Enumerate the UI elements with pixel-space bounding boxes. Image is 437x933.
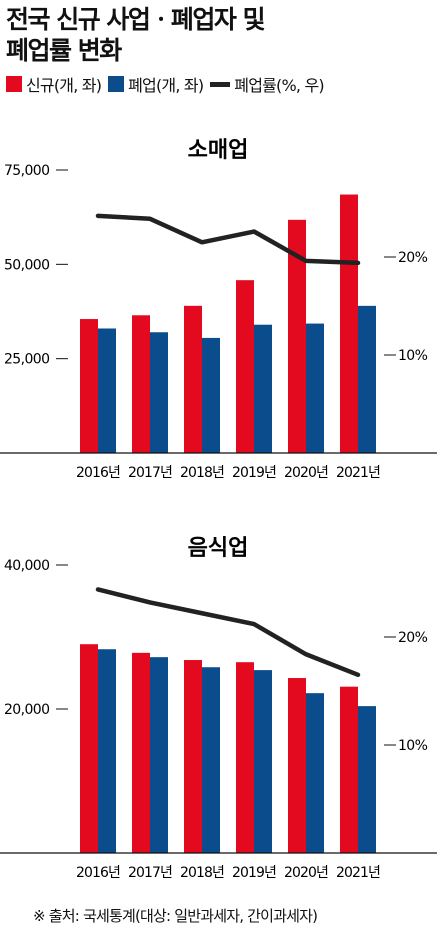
food-bar-closed [254, 670, 272, 853]
food-closure-rate-line [95, 587, 361, 678]
retail-x-tick-label: 2021년 [336, 465, 380, 481]
food-chart: 음식업 20,000 40,000 10% 20% 2016년 2017년 2018년 2019… [0, 536, 437, 881]
retail-bar-new [184, 305, 202, 453]
food-bar-new [288, 678, 306, 853]
legend-item-closed: 폐업(개, 좌) [108, 72, 204, 96]
chart-main-title: 전국 신규 사업ㆍ폐업자 및 폐업률 변화 [6, 4, 431, 66]
retail-left-tick-label: 25,000 [4, 352, 49, 368]
food-bar-new [236, 662, 254, 853]
food-bar-new [340, 686, 358, 853]
legend-label-closed: 폐업(개, 좌) [128, 76, 204, 95]
retail-left-tick-label: 75,000 [4, 163, 49, 179]
title-line-2: 폐업률 변화 [6, 36, 122, 65]
food-bar-closed [202, 667, 220, 853]
legend-item-new: 신규(개, 좌) [6, 72, 102, 96]
food-x-tick-label: 2018년 [180, 865, 224, 881]
retail-right-tick-label: 20% [398, 250, 428, 266]
food-bar-new [132, 652, 150, 853]
food-x-tick-label: 2019년 [232, 865, 276, 881]
source-note: ※ 출처: 국세통계(대상: 일반과세자, 간이과세자) [33, 907, 318, 925]
food-bar-closed [98, 649, 116, 853]
food-x-tick-label: 2017년 [128, 865, 172, 881]
legend-swatch-new [6, 76, 22, 92]
retail-bar-new [340, 194, 358, 453]
retail-x-tick-label: 2017년 [128, 465, 172, 481]
retail-bar-closed [98, 328, 116, 453]
retail-chart-title: 소매업 [188, 138, 249, 163]
food-x-tick-label: 2021년 [336, 865, 380, 881]
title-line-1: 전국 신규 사업ㆍ폐업자 및 [6, 5, 266, 34]
food-right-tick-label: 20% [398, 630, 428, 646]
legend: 신규(개, 좌) 폐업(개, 좌) 폐업률(%, 우) [6, 73, 331, 95]
retail-bar-closed [150, 332, 168, 453]
retail-bar-new [288, 219, 306, 453]
retail-bar-new [236, 280, 254, 453]
food-bar-new [184, 660, 202, 853]
retail-bar-closed [306, 323, 324, 453]
legend-swatch-closure-rate [210, 81, 231, 87]
food-left-tick-label: 20,000 [4, 702, 49, 718]
retail-bar-new [80, 319, 98, 453]
retail-x-tick-label: 2016년 [76, 465, 120, 481]
legend-label-new: 신규(개, 좌) [26, 76, 102, 95]
retail-x-tick-label: 2018년 [180, 465, 224, 481]
legend-swatch-closed [108, 76, 125, 92]
food-bar-new [80, 644, 98, 853]
retail-x-tick-label: 2020년 [284, 465, 328, 481]
retail-bar-new [132, 315, 150, 453]
food-bar-closed [358, 706, 376, 853]
food-left-tick-label: 40,000 [4, 558, 49, 574]
retail-chart: 소매업 25,000 50,000 75,000 10% 20% 2016년 2017년 201… [0, 138, 437, 481]
retail-right-tick-label: 10% [398, 348, 428, 364]
food-chart-title: 음식업 [188, 536, 249, 561]
food-bar-closed [306, 693, 324, 853]
retail-x-tick-label: 2019년 [232, 465, 276, 481]
retail-bar-closed [358, 305, 376, 453]
food-bar-closed [150, 657, 168, 853]
retail-left-tick-label: 50,000 [4, 257, 49, 273]
food-x-tick-label: 2020년 [284, 865, 328, 881]
legend-label-closure-rate: 폐업률(%, 우) [234, 76, 324, 95]
food-x-tick-label: 2016년 [76, 865, 120, 881]
food-right-tick-label: 10% [398, 738, 428, 754]
retail-bar-closed [202, 337, 220, 453]
legend-item-closure-rate: 폐업률(%, 우) [210, 72, 325, 96]
retail-closure-rate-line [95, 213, 361, 266]
retail-bar-closed [254, 324, 272, 453]
